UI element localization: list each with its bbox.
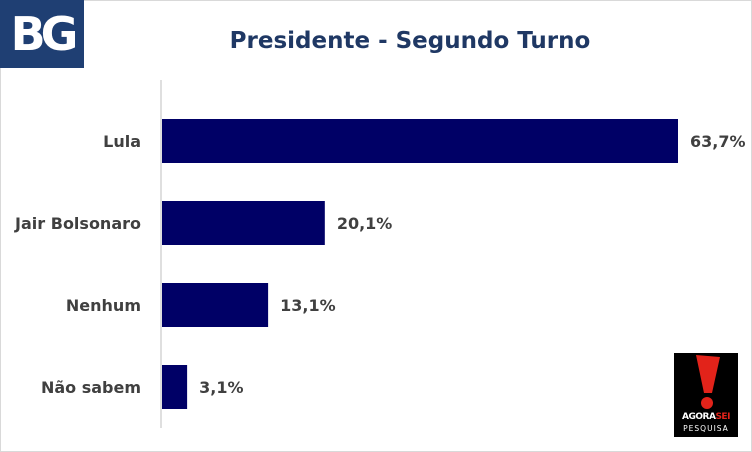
bar-3 <box>162 365 188 409</box>
bar-1 <box>162 201 325 245</box>
agorasei-brand: AGORASEI <box>682 412 730 422</box>
agorasei-logo: AGORASEI PESQUISA <box>674 353 738 437</box>
bg-logo: BG <box>0 0 84 68</box>
category-label-1: Jair Bolsonaro <box>14 214 141 233</box>
value-label-2: 13,1% <box>280 296 336 315</box>
category-label-2: Nenhum <box>66 296 141 315</box>
exclamation-icon <box>696 355 720 409</box>
value-label-3: 3,1% <box>199 378 243 397</box>
bar-2 <box>162 283 269 327</box>
value-label-0: 63,7% <box>690 132 746 151</box>
category-label-3: Não sabem <box>41 378 141 397</box>
bar-0 <box>162 119 678 163</box>
agorasei-subtitle: PESQUISA <box>683 424 729 433</box>
chart-title: Presidente - Segundo Turno <box>229 28 591 54</box>
value-label-1: 20,1% <box>337 214 393 233</box>
category-label-0: Lula <box>103 132 141 151</box>
